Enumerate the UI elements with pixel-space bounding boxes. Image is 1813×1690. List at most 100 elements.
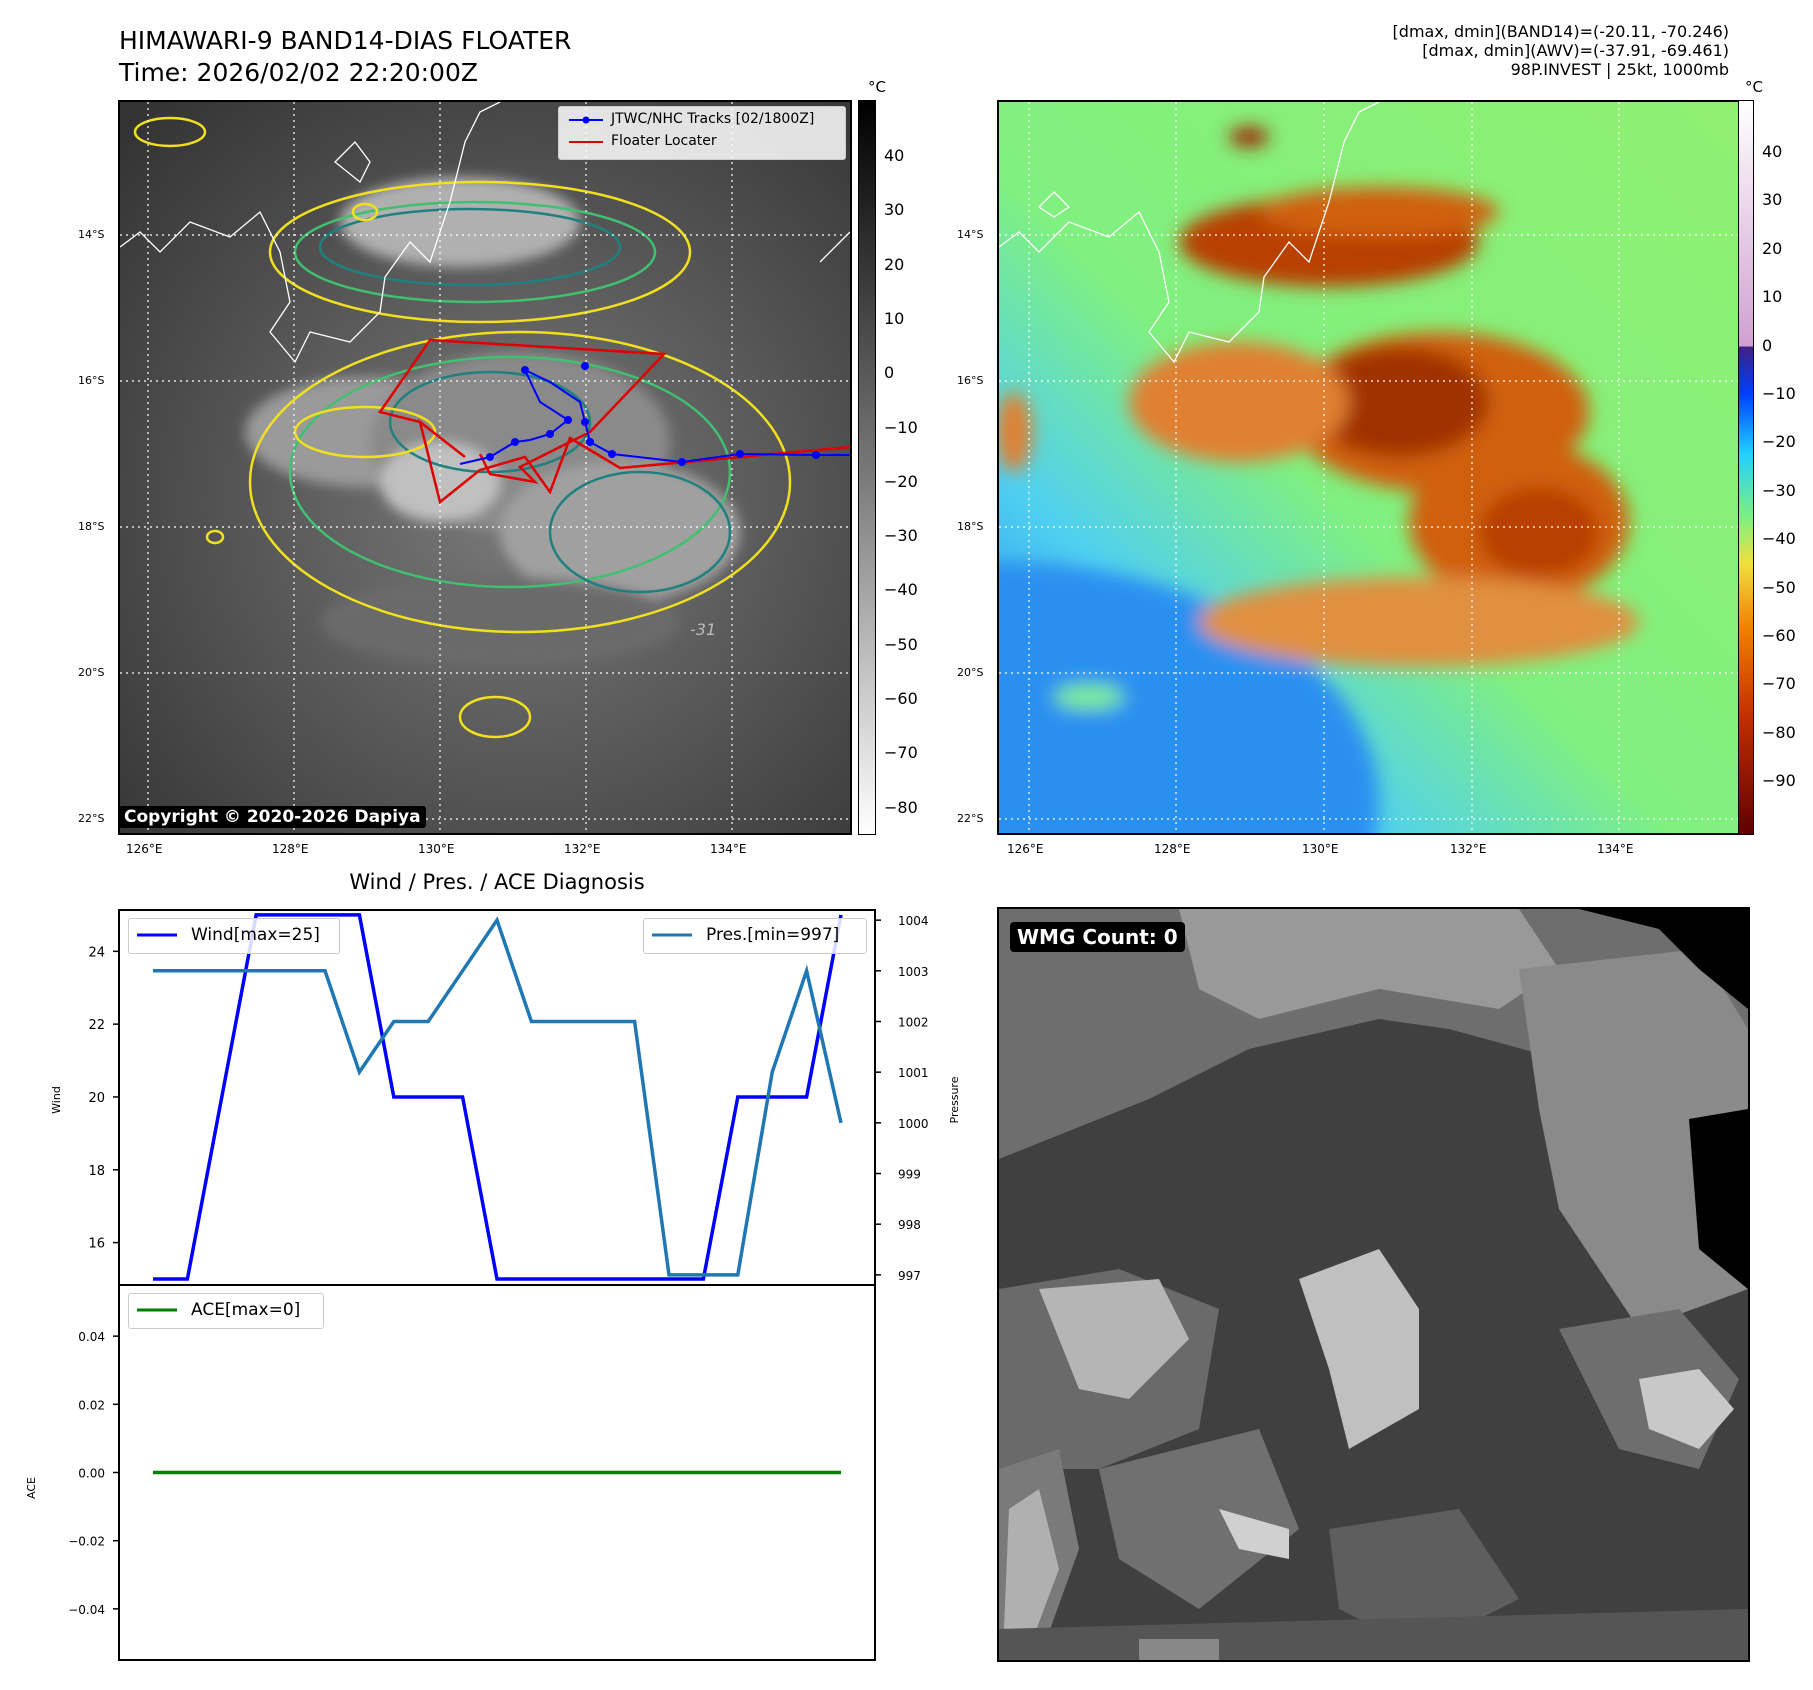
lat-label: 14°S — [957, 228, 984, 241]
pressure-legend-swatch — [652, 933, 692, 937]
ace-axis-label: ACE — [25, 1477, 38, 1499]
wind-legend-swatch — [137, 933, 177, 937]
right-colorbar-tick-label: −60 — [1762, 626, 1796, 645]
ace-tick-label: 0.02 — [78, 1398, 105, 1412]
right-colorbar-tick-label: −30 — [1762, 480, 1796, 500]
left-colorbar-tick-label: −20 — [884, 471, 918, 491]
diagnosis-chart: Wind / Pres. / ACE Diagnosis Wind Pressu… — [25, 870, 960, 1661]
wind-tick-label: 20 — [88, 1091, 105, 1106]
ir-map-image: -31 — [120, 102, 850, 833]
info-awv: [dmax, dmin](AWV)=(-37.91, -69.461) — [1422, 41, 1729, 60]
right-colorbar-tick-label: −80 — [1762, 722, 1796, 742]
right-colorbar — [1738, 100, 1754, 835]
contour-label: -31 — [690, 620, 716, 639]
left-colorbar-tick-label: −30 — [884, 526, 918, 546]
pressure-legend: Pres.[min=997] — [643, 918, 867, 954]
wind-tick-label: 22 — [88, 1018, 105, 1033]
wmg-image — [999, 909, 1748, 1660]
title-line2: Time: 2026/02/02 22:20:00Z — [119, 58, 478, 87]
map-legend: JTWC/NHC Tracks [02/1800Z] Floater Locat… — [558, 106, 846, 160]
lat-label: 18°S — [957, 520, 984, 533]
title-line1: HIMAWARI-9 BAND14-DIAS FLOATER — [119, 26, 572, 55]
ace-tick-label: 0.00 — [78, 1467, 105, 1481]
lat-label: 22°S — [957, 812, 984, 825]
lon-label: 128°E — [1154, 842, 1191, 856]
right-colorbar-tick-label: −50 — [1762, 577, 1796, 597]
lat-label: 20°S — [78, 666, 105, 679]
lon-label: 132°E — [1450, 842, 1487, 856]
ace-legend: ACE[max=0] — [128, 1293, 324, 1329]
wind-tick-label: 18 — [88, 1164, 105, 1179]
lon-label: 126°E — [126, 842, 163, 856]
pressure-legend-label: Pres.[min=997] — [706, 925, 840, 945]
left-colorbar-tick-label: −50 — [884, 634, 918, 654]
ace-tick-label: 0.04 — [78, 1330, 105, 1344]
pressure-tick-label: 998 — [898, 1218, 921, 1232]
legend-floater-swatch — [569, 141, 603, 143]
wmg-panel — [997, 907, 1750, 1662]
legend-track-swatch — [569, 116, 603, 124]
left-colorbar-tick-label: −80 — [884, 797, 918, 817]
copyright-badge: Copyright © 2020-2026 Dapiya — [119, 806, 426, 828]
pressure-tick-label: 1002 — [898, 1015, 929, 1029]
pressure-tick-label: 997 — [898, 1269, 921, 1283]
ace-legend-swatch — [137, 1308, 177, 1312]
jtwc-track-line — [459, 367, 850, 465]
right-colorbar-unit: °C — [1745, 78, 1763, 96]
right-colorbar-tick-label: −90 — [1762, 771, 1796, 791]
enhanced-ir-panel — [997, 100, 1750, 835]
left-colorbar-tick-label: 20 — [884, 254, 905, 274]
right-colorbar-tick-label: −70 — [1762, 674, 1796, 694]
info-band14: [dmax, dmin](BAND14)=(-20.11, -70.246) — [1392, 22, 1729, 41]
lon-label: 130°E — [418, 842, 455, 856]
lon-label: 128°E — [272, 842, 309, 856]
lat-label: 20°S — [957, 666, 984, 679]
pressure-tick-label: 999 — [898, 1168, 921, 1182]
left-colorbar-tick-label: −70 — [884, 743, 918, 763]
lat-label: 16°S — [957, 374, 984, 387]
lon-label: 132°E — [564, 842, 601, 856]
floater-locater-line — [377, 338, 850, 505]
pressure-tick-label: 1001 — [898, 1066, 929, 1080]
left-colorbar-tick-label: −10 — [884, 417, 918, 437]
right-colorbar-tick-label: −20 — [1762, 432, 1796, 452]
pressure-series-line — [153, 916, 843, 1277]
pressure-tick-label: 1003 — [898, 965, 929, 979]
ace-tick-label: −0.04 — [68, 1603, 105, 1617]
right-colorbar-tick-label: 30 — [1762, 190, 1783, 210]
right-colorbar-tick-label: 20 — [1762, 238, 1783, 258]
lat-label: 16°S — [78, 374, 105, 387]
right-colorbar-tick-label: −40 — [1762, 529, 1796, 549]
storm-info: [dmax, dmin](BAND14)=(-20.11, -70.246) [… — [1393, 22, 1729, 79]
wmg-count-badge: WMG Count: 0 — [1010, 922, 1185, 952]
lon-label: 126°E — [1007, 842, 1044, 856]
ir-map-panel: -31 — [118, 100, 852, 835]
left-colorbar-tick-label: −60 — [884, 689, 918, 708]
right-colorbar-tick-label: 0 — [1762, 335, 1773, 355]
info-storm: 98P.INVEST | 25kt, 1000mb — [1510, 60, 1729, 79]
legend-floater-label: Floater Locater — [611, 133, 717, 149]
pressure-tick-label: 1000 — [898, 1117, 929, 1131]
wind-legend: Wind[max=25] — [128, 918, 340, 954]
lon-label: 134°E — [1597, 842, 1634, 856]
wind-tick-label: 24 — [88, 945, 105, 960]
legend-track-entry — [567, 114, 605, 130]
legend-track-label: JTWC/NHC Tracks [02/1800Z] — [611, 111, 815, 127]
lon-label: 130°E — [1302, 842, 1339, 856]
lat-label: 22°S — [78, 812, 105, 825]
left-colorbar — [858, 100, 876, 835]
right-colorbar-tick-label: 10 — [1762, 287, 1783, 307]
figure-title: HIMAWARI-9 BAND14-DIAS FLOATER Time: 2026… — [119, 25, 571, 89]
right-colorbar-tick-label: 40 — [1762, 142, 1783, 161]
lon-label: 134°E — [710, 842, 747, 856]
lat-label: 14°S — [78, 228, 105, 241]
left-colorbar-tick-label: 30 — [884, 200, 905, 220]
ace-legend-label: ACE[max=0] — [191, 1300, 301, 1320]
enhanced-ir-image — [999, 102, 1748, 833]
left-colorbar-tick-label: −40 — [884, 580, 918, 600]
left-colorbar-unit: °C — [868, 78, 886, 96]
right-colorbar-tick-label: −10 — [1762, 384, 1796, 403]
left-colorbar-tick-label: 0 — [884, 363, 895, 383]
left-colorbar-tick-label: 40 — [884, 146, 905, 165]
left-colorbar-tick-label: 10 — [884, 308, 905, 328]
